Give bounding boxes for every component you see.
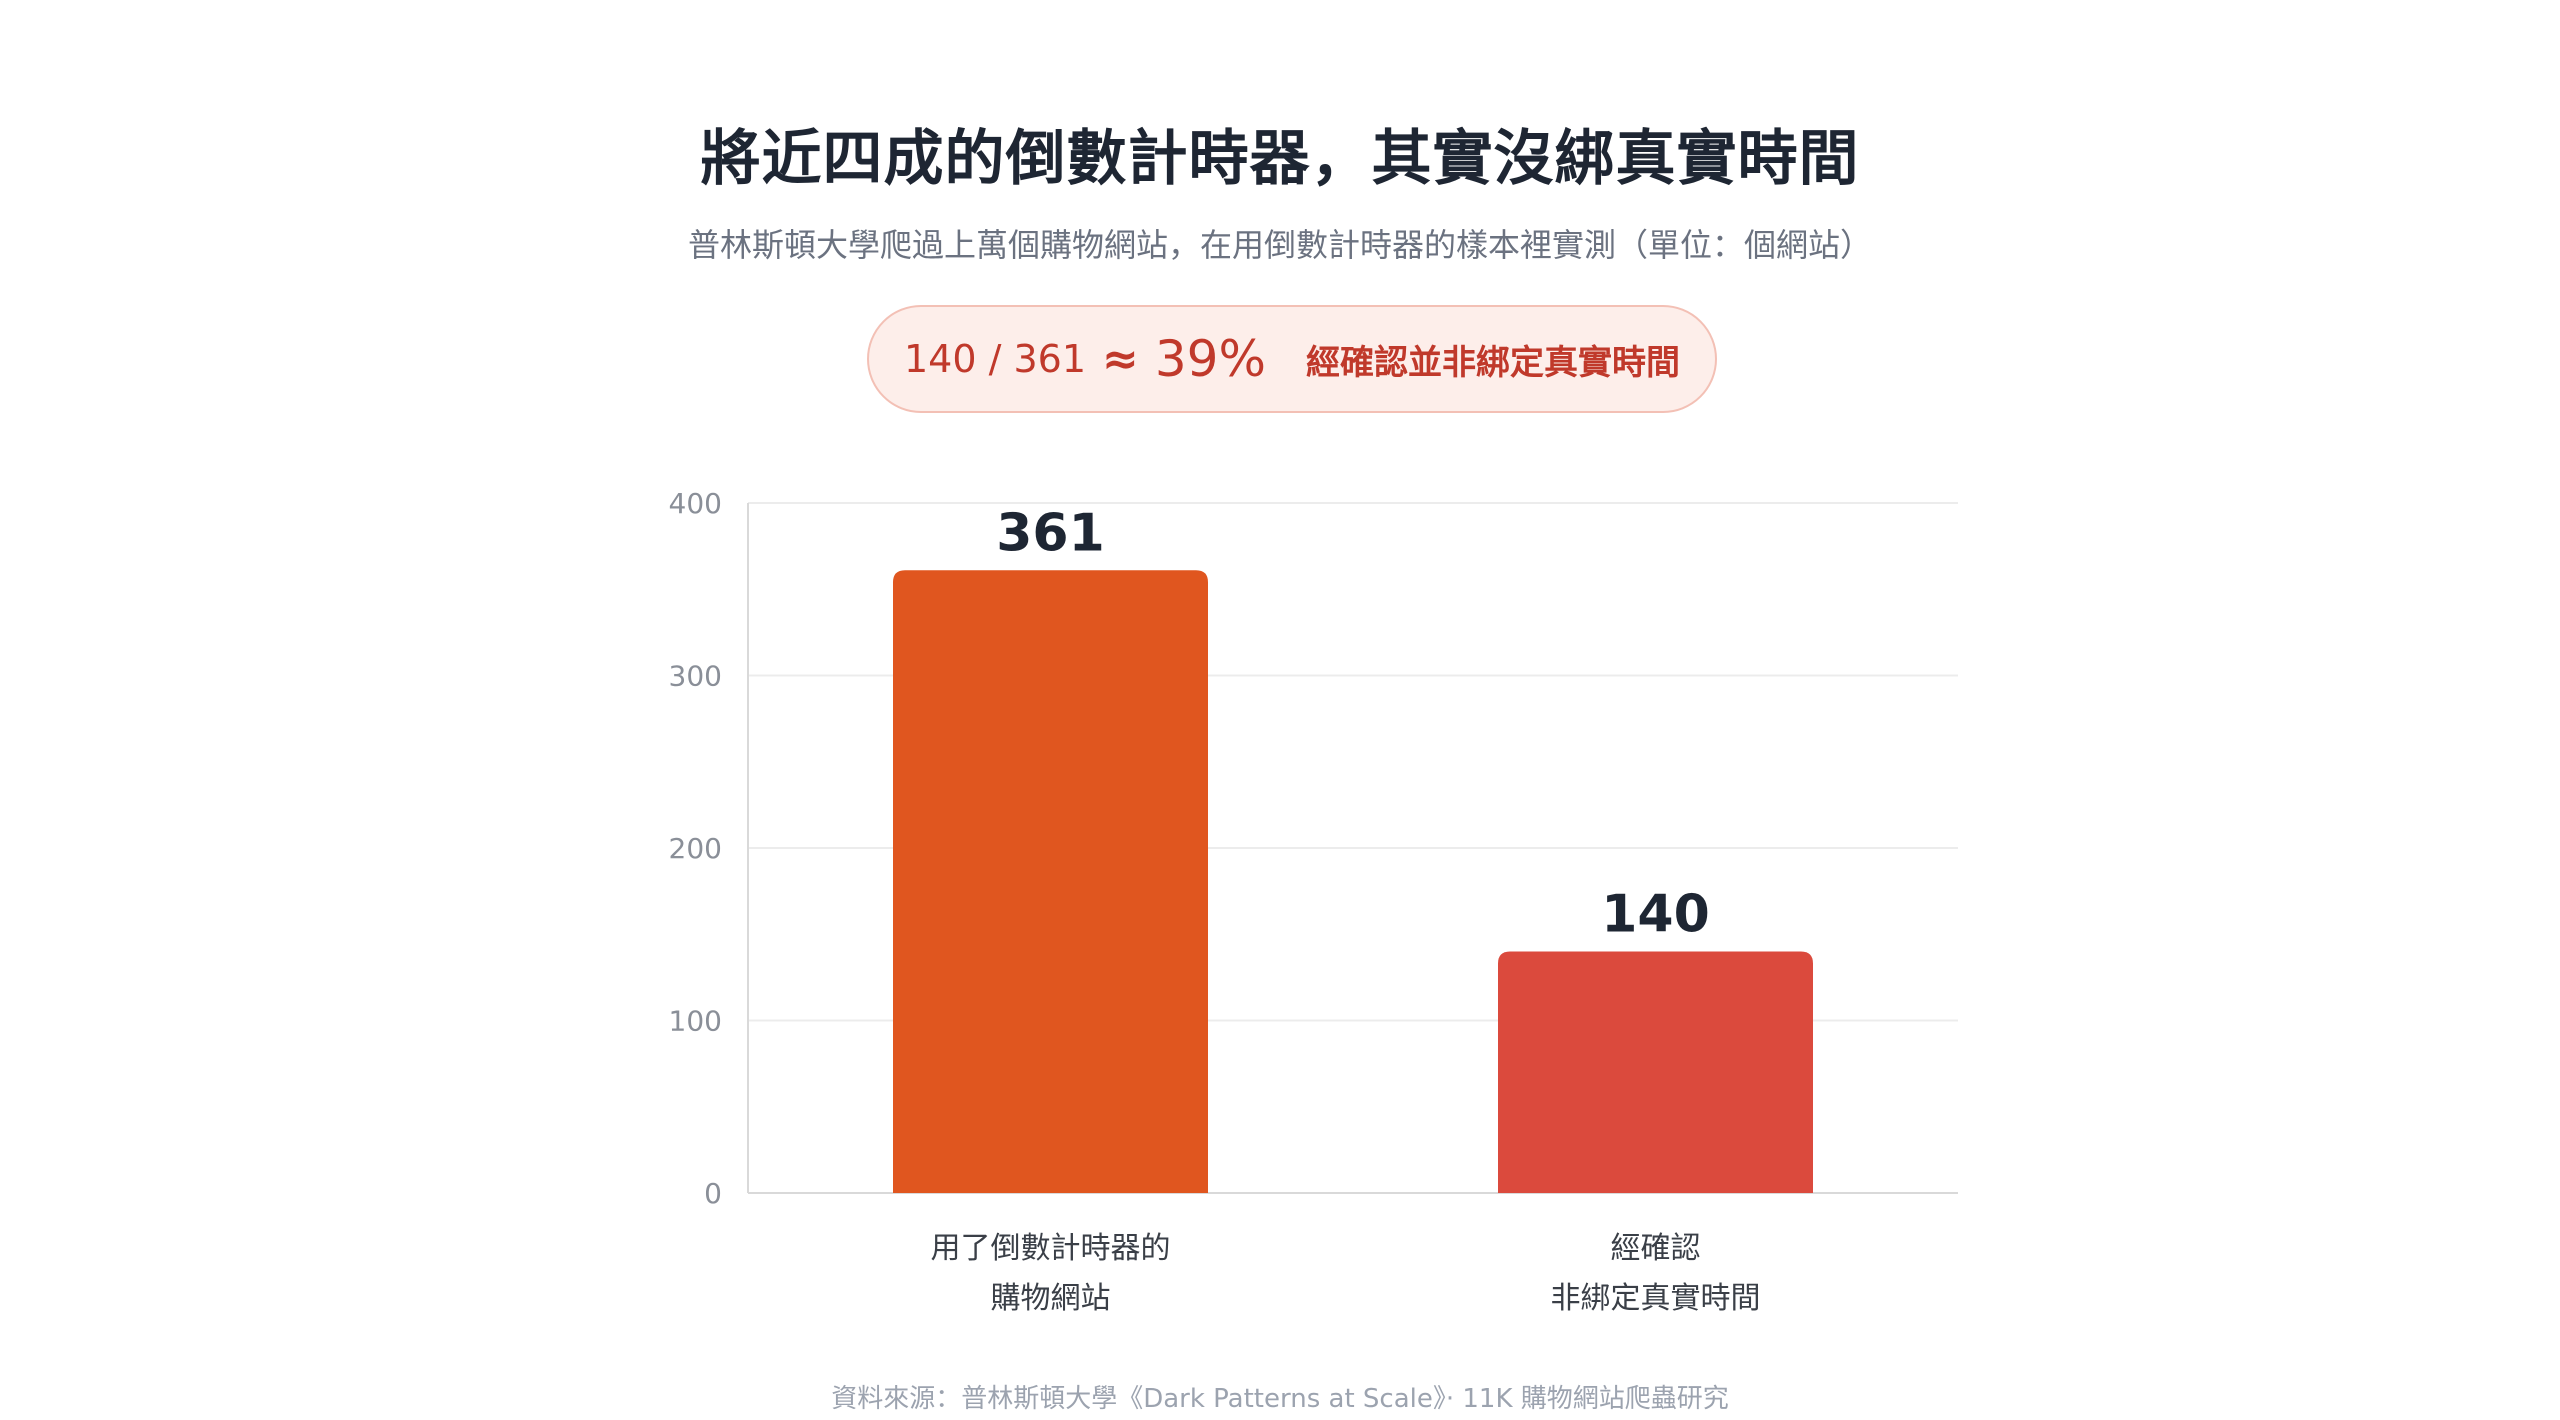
category-label: 用了倒數計時器的 (931, 1231, 1171, 1266)
data-label: 140 (1601, 885, 1710, 945)
bar (893, 570, 1208, 1193)
pill-percent: 39% (1154, 330, 1267, 388)
highlight-pill: 140 / 361 ≈ 39% 經確認並非綁定真實時間 (867, 305, 1717, 413)
category-label: 經確認 (1611, 1231, 1701, 1266)
y-tick-label: 400 (669, 487, 722, 520)
y-tick-label: 0 (704, 1177, 722, 1210)
data-label: 361 (996, 503, 1105, 563)
bar (1498, 951, 1813, 1193)
category-label: 購物網站 (991, 1281, 1111, 1316)
y-tick-label: 300 (669, 660, 722, 693)
source-note: 資料來源：普林斯頓大學《Dark Patterns at Scale》· 11K… (831, 1384, 1729, 1414)
page-title: 將近四成的倒數計時器，其實沒綁真實時間 (700, 124, 1860, 194)
y-tick-label: 200 (669, 832, 722, 865)
pill-ratio: 140 / 361 (903, 337, 1086, 381)
page-subtitle: 普林斯頓大學爬過上萬個購物網站，在用倒數計時器的樣本裡實測（單位：個網站） (687, 226, 1872, 264)
category-label: 非綁定真實時間 (1551, 1281, 1761, 1316)
pill-caption: 經確認並非綁定真實時間 (1306, 342, 1681, 383)
y-tick-label: 100 (669, 1005, 722, 1038)
pill-approx-symbol: ≈ (1102, 333, 1139, 385)
